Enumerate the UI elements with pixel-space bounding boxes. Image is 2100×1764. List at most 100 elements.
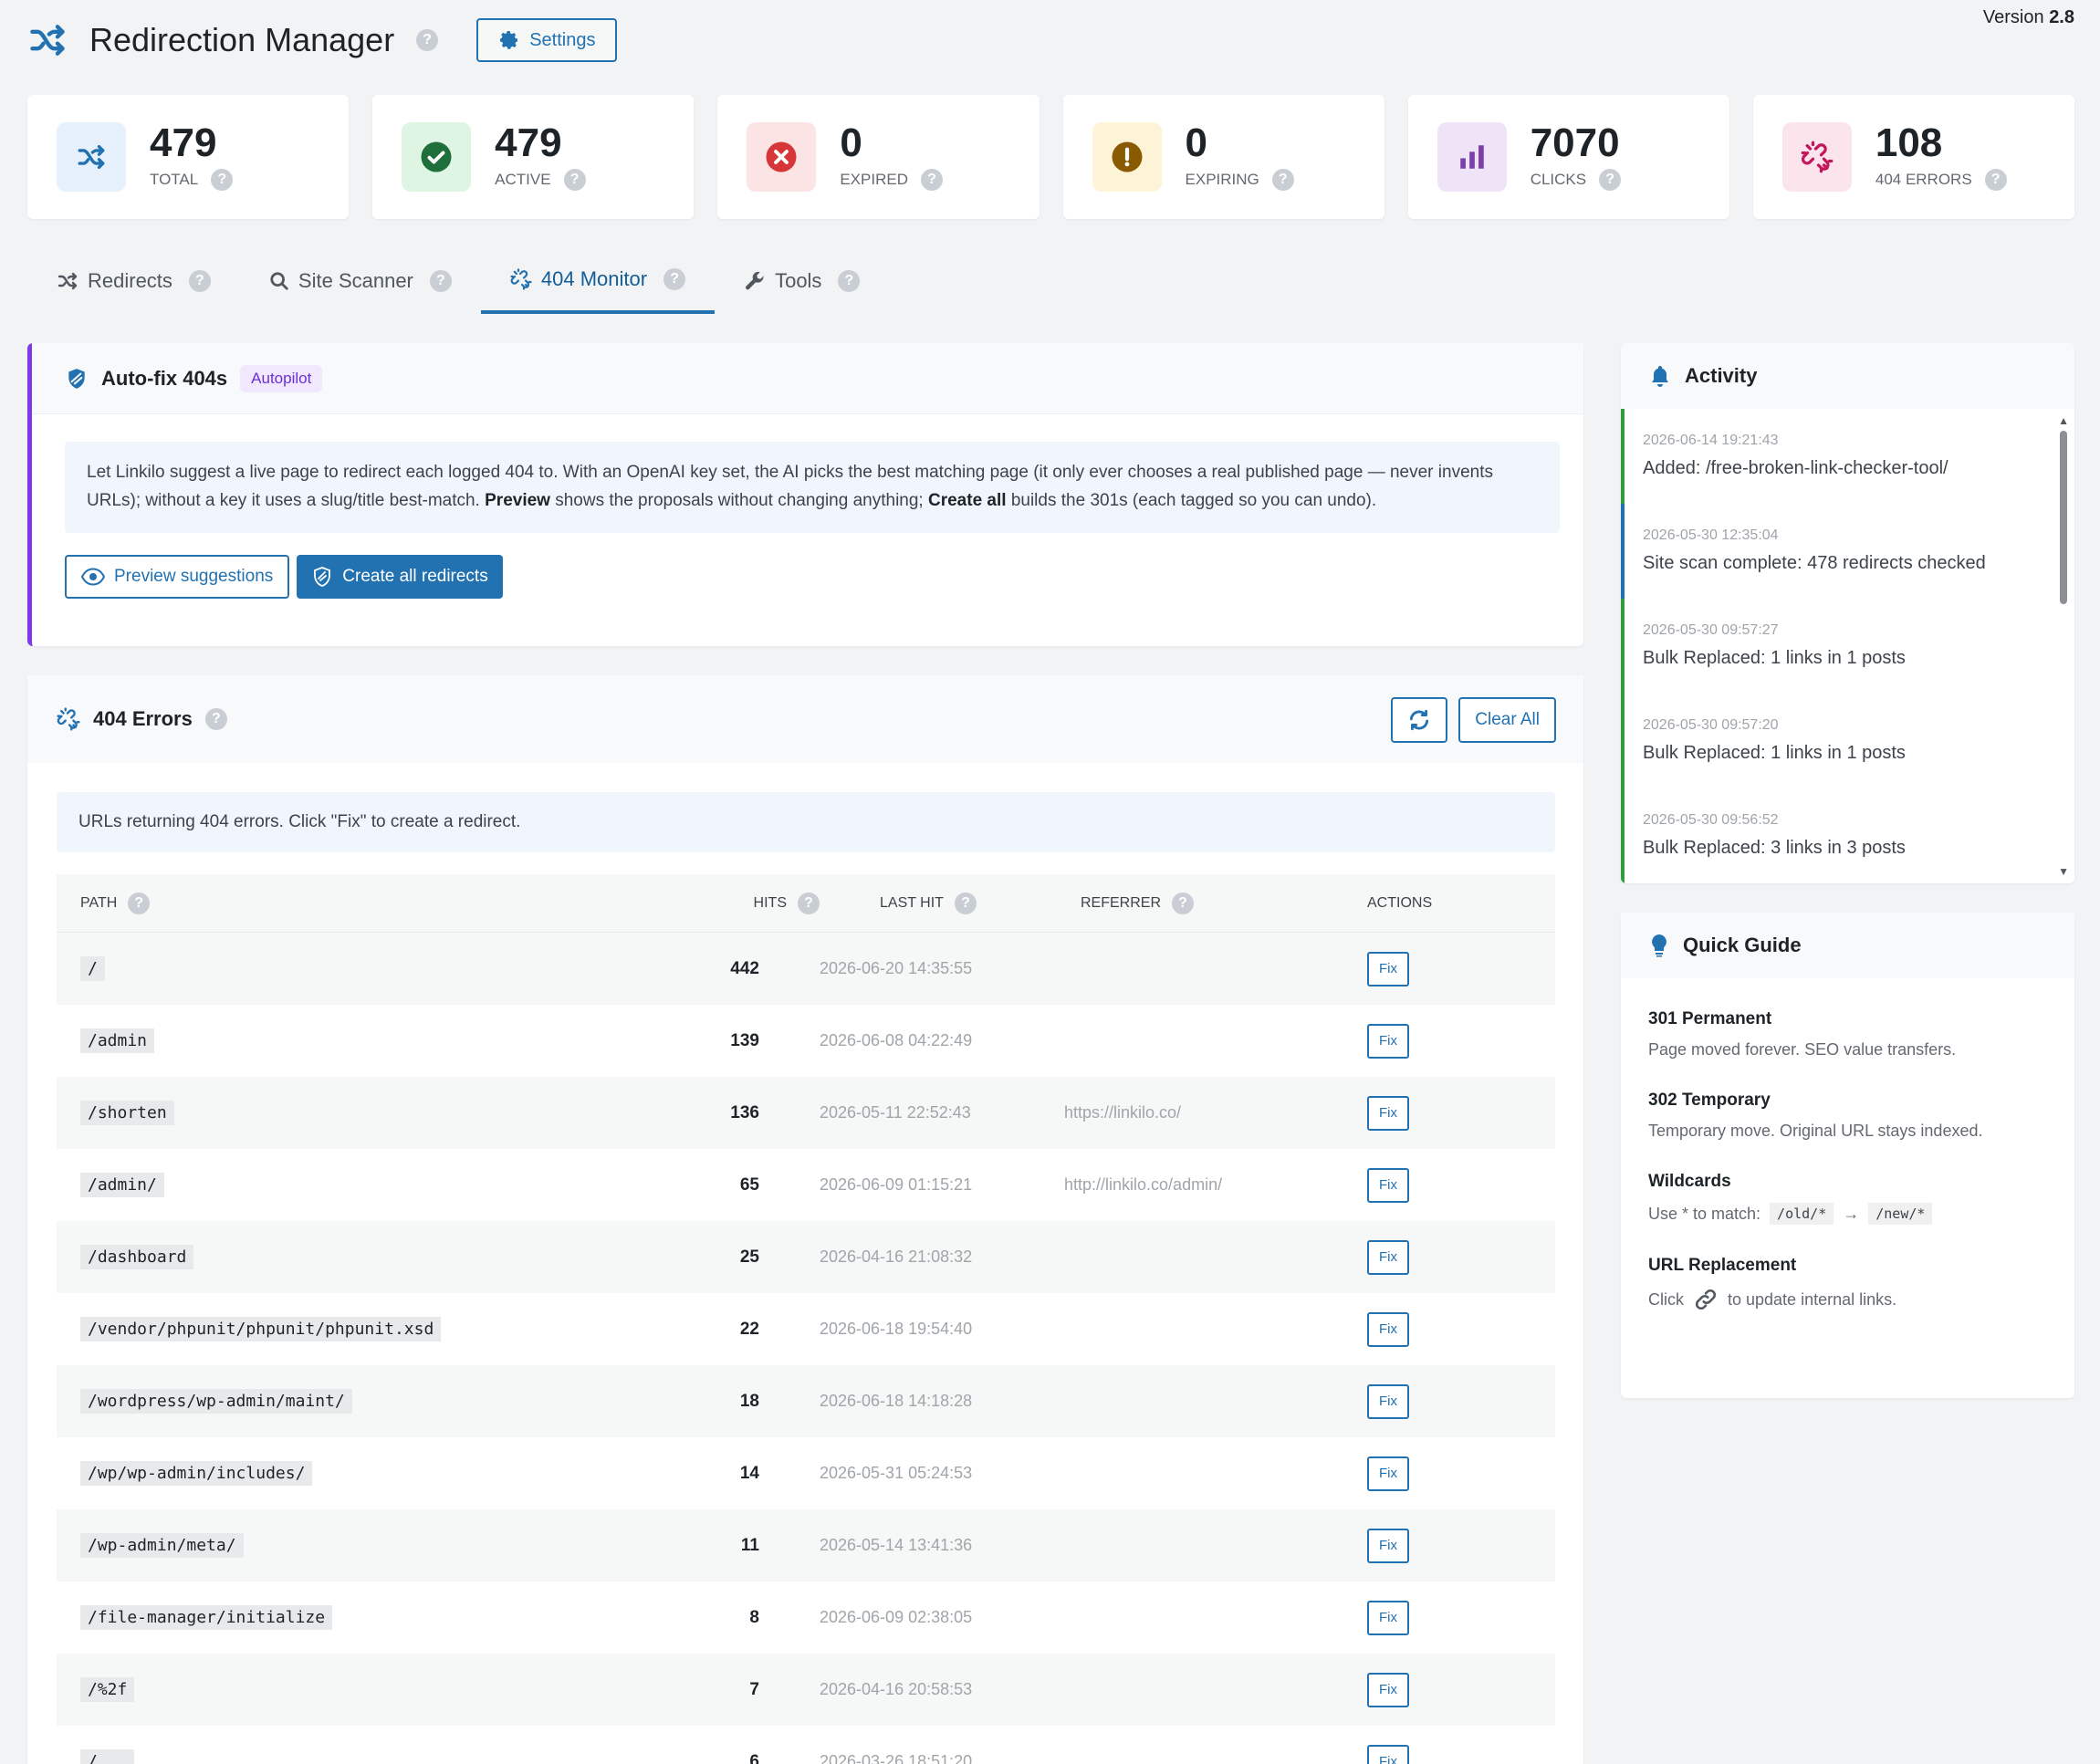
help-icon[interactable]: ? bbox=[211, 169, 234, 191]
last-hit-value: 2026-04-16 21:08:32 bbox=[820, 1247, 973, 1266]
actions-cell: Fix bbox=[1367, 1239, 1555, 1275]
last-hit-value: 2026-05-31 05:24:53 bbox=[820, 1464, 973, 1482]
path-cell: /... bbox=[57, 1749, 659, 1764]
tab-site-scanner[interactable]: Site Scanner? bbox=[240, 248, 481, 314]
last-hit-value: 2026-06-09 01:15:21 bbox=[820, 1175, 973, 1194]
version-text: Version 2.8 bbox=[1983, 7, 2074, 28]
help-icon[interactable]: ? bbox=[128, 892, 151, 914]
arrow-icon: → bbox=[1843, 1204, 1860, 1223]
referrer-value[interactable]: http://linkilo.co/admin/ bbox=[1064, 1175, 1223, 1194]
help-icon[interactable]: ? bbox=[563, 169, 586, 191]
warning-circle-icon bbox=[1112, 141, 1143, 172]
scroll-down-icon[interactable]: ▼ bbox=[2058, 865, 2069, 878]
stat-label: EXPIRING bbox=[1185, 171, 1259, 188]
hits-value: 18 bbox=[739, 1391, 759, 1411]
table-row: /vendor/phpunit/phpunit/phpunit.xsd 22 202… bbox=[57, 1293, 1555, 1365]
fix-button[interactable]: Fix bbox=[1367, 1744, 1409, 1764]
activity-timestamp: 2026-05-30 09:56:52 bbox=[1643, 812, 1779, 828]
last-hit-cell: 2026-06-18 19:54:40 bbox=[820, 1320, 1064, 1339]
activity-message: Bulk Replaced: 1 links in 1 posts bbox=[1643, 743, 1906, 763]
help-icon[interactable]: ? bbox=[663, 268, 686, 290]
help-icon[interactable]: ? bbox=[1172, 892, 1195, 914]
activity-timestamp: 2026-05-30 09:57:27 bbox=[1643, 622, 1779, 638]
clear-all-button[interactable]: Clear All bbox=[1458, 697, 1556, 743]
fix-button[interactable]: Fix bbox=[1367, 1239, 1409, 1275]
actions-cell: Fix bbox=[1367, 1023, 1555, 1059]
fix-button[interactable]: Fix bbox=[1367, 1600, 1409, 1635]
help-icon[interactable]: ? bbox=[1599, 169, 1622, 191]
tab-label: 404 Monitor bbox=[540, 267, 648, 290]
quick-guide-panel: Quick Guide 301 Permanent Page moved for… bbox=[1621, 913, 2074, 1398]
eye-icon bbox=[81, 568, 105, 586]
table-row: / 442 2026-06-20 14:35:55 Fix bbox=[57, 933, 1555, 1005]
table-row: /wordpress/wp-admin/maint/18 2026-06-18 1… bbox=[57, 1365, 1555, 1437]
tab-redirects[interactable]: Redirects? bbox=[27, 248, 240, 314]
autofix-panel: Auto-fix 404s Autopilot Let Linkilo sugg… bbox=[27, 343, 1583, 646]
preview-suggestions-button[interactable]: Preview suggestions bbox=[65, 555, 290, 599]
path-code: /file-manager/initialize bbox=[80, 1605, 333, 1630]
scrollbar-thumb[interactable] bbox=[2060, 431, 2067, 604]
last-hit-cell: 2026-05-14 13:41:36 bbox=[820, 1536, 1064, 1555]
fix-button[interactable]: Fix bbox=[1367, 1167, 1409, 1203]
activity-timestamp: 2026-05-30 09:57:20 bbox=[1643, 717, 1779, 733]
fix-button[interactable]: Fix bbox=[1367, 1311, 1409, 1347]
tab-tools[interactable]: Tools? bbox=[715, 248, 889, 314]
scroll-up-icon[interactable]: ▲ bbox=[2058, 414, 2069, 427]
tab-label: Tools bbox=[775, 269, 822, 292]
col-last-hit[interactable]: LAST HIT? bbox=[820, 892, 1064, 914]
last-hit-cell: 2026-06-20 14:35:55 bbox=[820, 959, 1064, 978]
help-icon[interactable]: ? bbox=[920, 169, 943, 191]
hits-value: 65 bbox=[739, 1174, 759, 1195]
settings-button[interactable]: Settings bbox=[476, 18, 618, 62]
activity-message: Bulk Replaced: 3 links in 3 posts bbox=[1643, 838, 1906, 858]
col-hits[interactable]: HITS? bbox=[659, 892, 820, 914]
x-circle-icon bbox=[766, 141, 797, 172]
activity-header: Activity bbox=[1621, 343, 2074, 409]
help-icon[interactable]: ? bbox=[798, 892, 820, 914]
actions-cell: Fix bbox=[1367, 1167, 1555, 1203]
fix-button[interactable]: Fix bbox=[1367, 1095, 1409, 1131]
help-icon[interactable]: ? bbox=[204, 708, 227, 730]
code-sample: /old/* bbox=[1770, 1203, 1834, 1225]
last-hit-cell: 2026-04-16 21:08:32 bbox=[820, 1247, 1064, 1267]
fix-button[interactable]: Fix bbox=[1367, 1383, 1409, 1419]
help-icon[interactable]: ? bbox=[1271, 169, 1294, 191]
guide-item-wildcards: Wildcards Use * to match: /old/* → /new/… bbox=[1621, 1172, 2074, 1225]
help-icon[interactable]: ? bbox=[416, 29, 439, 51]
desc-text: Click bbox=[1648, 1289, 1684, 1309]
version-prefix: Version bbox=[1982, 7, 2044, 27]
fix-button[interactable]: Fix bbox=[1367, 1672, 1409, 1707]
refresh-button[interactable] bbox=[1391, 697, 1448, 743]
activity-item: 2026-05-30 12:35:04 Site scan complete: 4… bbox=[1621, 504, 2057, 599]
activity-list: 2026-06-14 19:21:43 Added: /free-broken-l… bbox=[1621, 409, 2057, 883]
help-icon[interactable]: ? bbox=[429, 270, 452, 292]
hits-value: 442 bbox=[730, 958, 759, 978]
activity-item: 2026-05-30 09:57:27 Bulk Replaced: 1 link… bbox=[1621, 599, 2057, 694]
last-hit-value: 2026-06-09 02:38:05 bbox=[820, 1608, 973, 1626]
broken-link-icon bbox=[57, 707, 80, 731]
fix-button[interactable]: Fix bbox=[1367, 1456, 1409, 1491]
help-icon[interactable]: ? bbox=[1984, 169, 2007, 191]
create-all-redirects-button[interactable]: Create all redirects bbox=[297, 555, 503, 599]
col-referrer[interactable]: REFERRER? bbox=[1064, 892, 1367, 914]
search-icon bbox=[270, 272, 288, 290]
referrer-value[interactable]: https://linkilo.co/ bbox=[1064, 1103, 1182, 1122]
actions-cell: Fix bbox=[1367, 1456, 1555, 1491]
hits-cell: 6 bbox=[659, 1752, 820, 1764]
stat-active: 479 ACTIVE? bbox=[372, 95, 695, 219]
fix-button[interactable]: Fix bbox=[1367, 1023, 1409, 1059]
stat-value: 7070 bbox=[1530, 120, 1620, 165]
guide-header: Quick Guide bbox=[1621, 913, 2074, 978]
tab-404-monitor[interactable]: 404 Monitor? bbox=[480, 248, 716, 314]
help-icon[interactable]: ? bbox=[188, 270, 211, 292]
col-path[interactable]: PATH? bbox=[57, 892, 659, 914]
bar-chart-icon bbox=[1459, 145, 1484, 169]
fix-button[interactable]: Fix bbox=[1367, 951, 1409, 986]
actions-cell: Fix bbox=[1367, 1744, 1555, 1764]
referrer-cell: https://linkilo.co/ bbox=[1064, 1103, 1367, 1122]
fix-button[interactable]: Fix bbox=[1367, 1528, 1409, 1563]
help-icon[interactable]: ? bbox=[838, 270, 861, 292]
stat-label: 404 ERRORS bbox=[1875, 171, 1972, 188]
table-header: PATH? HITS? LAST HIT? REFERRER? ACTIONS bbox=[57, 874, 1555, 933]
help-icon[interactable]: ? bbox=[954, 892, 977, 914]
